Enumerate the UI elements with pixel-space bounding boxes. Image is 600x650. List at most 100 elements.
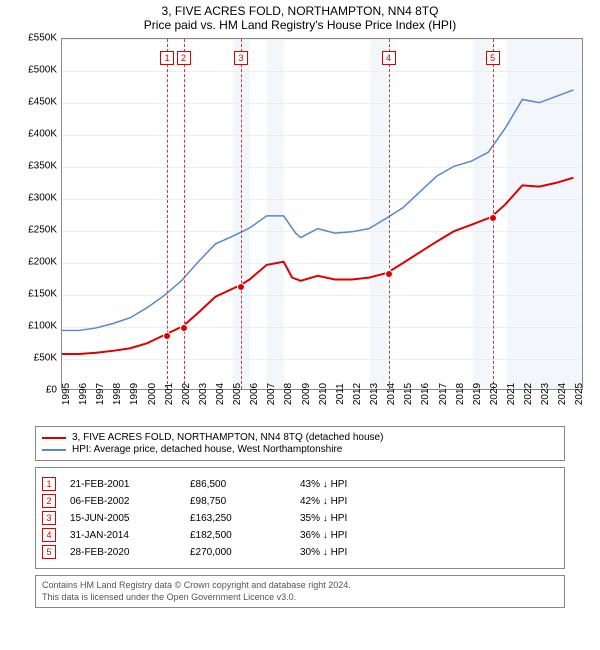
- legend-swatch: [42, 437, 66, 439]
- legend-box: 3, FIVE ACRES FOLD, NORTHAMPTON, NN4 8TQ…: [35, 426, 565, 461]
- sales-diff: 30% ↓ HPI: [300, 547, 410, 558]
- sales-date: 21-FEB-2001: [70, 479, 190, 490]
- x-tick-label: 2016: [420, 383, 431, 405]
- y-tick-label: £100K: [28, 321, 57, 332]
- sale-marker-5: 5: [486, 51, 500, 65]
- x-tick-label: 2005: [232, 383, 243, 405]
- sale-dot-1: [163, 332, 171, 340]
- x-tick-label: 2022: [523, 383, 534, 405]
- y-tick-label: £300K: [28, 193, 57, 204]
- series-price_paid: [62, 178, 573, 354]
- plot-area: 12 3 4 5: [61, 38, 583, 390]
- x-tick-label: 2012: [352, 383, 363, 405]
- sales-num-box: 3: [42, 511, 56, 525]
- legend-swatch: [42, 449, 66, 451]
- sales-date: 15-JUN-2005: [70, 513, 190, 524]
- x-tick-label: 2010: [318, 383, 329, 405]
- x-tick-label: 2019: [472, 383, 483, 405]
- sales-num-box: 2: [42, 494, 56, 508]
- sales-price: £98,750: [190, 496, 300, 507]
- x-tick-label: 2024: [557, 383, 568, 405]
- x-tick-label: 2003: [198, 383, 209, 405]
- sales-date: 28-FEB-2020: [70, 547, 190, 558]
- x-tick-label: 2004: [215, 383, 226, 405]
- sale-marker-4: 4: [382, 51, 396, 65]
- x-tick-label: 1997: [95, 383, 106, 405]
- sales-row: 3 15-JUN-2005£163,25035% ↓ HPI: [42, 511, 558, 525]
- x-tick-label: 2000: [147, 383, 158, 405]
- x-tick-label: 2025: [574, 383, 585, 405]
- x-axis: 1995199619971998199920002001200220032004…: [61, 390, 583, 420]
- x-tick-label: 2008: [283, 383, 294, 405]
- sales-num-box: 1: [42, 477, 56, 491]
- sale-marker-2: 2: [177, 51, 191, 65]
- chart-lines: [62, 39, 582, 389]
- sales-row: 206-FEB-2002£98,75042% ↓ HPI: [42, 494, 558, 508]
- x-tick-label: 2007: [266, 383, 277, 405]
- sales-price: £163,250: [190, 513, 300, 524]
- legend-label: 3, FIVE ACRES FOLD, NORTHAMPTON, NN4 8TQ…: [72, 432, 383, 443]
- y-axis: £0£50K£100K£150K£200K£250K£300K£350K£400…: [13, 38, 59, 390]
- x-tick-label: 2021: [506, 383, 517, 405]
- sales-num-box: 4: [42, 528, 56, 542]
- x-tick-label: 1995: [61, 383, 72, 405]
- chart-subtitle: Price paid vs. HM Land Registry's House …: [8, 18, 592, 32]
- series-hpi: [62, 90, 573, 331]
- sales-diff: 35% ↓ HPI: [300, 513, 410, 524]
- sale-marker-1: 1: [160, 51, 174, 65]
- sales-table: 1 21-FEB-2001£86,50043% ↓ HPI 2 06-FEB-2002…: [35, 467, 565, 569]
- sale-vline: [241, 39, 242, 389]
- chart-title: 3, FIVE ACRES FOLD, NORTHAMPTON, NN4 8TQ: [8, 4, 592, 18]
- sales-date: 06-FEB-2002: [70, 496, 190, 507]
- x-tick-label: 2020: [489, 383, 500, 405]
- sale-dot-3: [237, 283, 245, 291]
- sales-row: 4 31-JAN-2014£182,50036% ↓ HPI: [42, 528, 558, 542]
- x-tick-label: 2001: [164, 383, 175, 405]
- footer-line-1: Contains HM Land Registry data © Crown c…: [42, 580, 558, 592]
- legend-label: HPI: Average price, detached house, West…: [72, 444, 342, 455]
- sale-dot-4: [385, 270, 393, 278]
- sales-price: £270,000: [190, 547, 300, 558]
- y-tick-label: £450K: [28, 97, 57, 108]
- chart-area: £0 £50K £100K £150K £200K £250K £300K £350K £400…: [13, 38, 588, 418]
- sales-num-box: 5: [42, 545, 56, 559]
- sale-dot-2: [180, 324, 188, 332]
- x-tick-label: 1996: [78, 383, 89, 405]
- legend-row: HPI: Average price, detached house, West…: [42, 444, 558, 455]
- y-tick-label: £0: [46, 385, 57, 396]
- sale-dot-5: [489, 214, 497, 222]
- x-tick-label: 2006: [249, 383, 260, 405]
- y-tick-label: £500K: [28, 65, 57, 76]
- x-tick-label: 2009: [301, 383, 312, 405]
- sales-date: 31-JAN-2014: [70, 530, 190, 541]
- sale-vline: [184, 39, 185, 389]
- x-tick-label: 2002: [181, 383, 192, 405]
- sales-row: 5 28-FEB-2020£270,00030% ↓ HPI: [42, 545, 558, 559]
- y-tick-label: £350K: [28, 161, 57, 172]
- y-tick-label: £550K: [28, 33, 57, 44]
- sales-diff: 43% ↓ HPI: [300, 479, 410, 490]
- x-tick-label: 2023: [540, 383, 551, 405]
- sale-marker-3: 3: [234, 51, 248, 65]
- footer-box: Contains HM Land Registry data © Crown c…: [35, 575, 565, 608]
- x-tick-label: 2017: [438, 383, 449, 405]
- sales-diff: 36% ↓ HPI: [300, 530, 410, 541]
- x-tick-label: 2014: [386, 383, 397, 405]
- y-tick-label: £50K: [34, 353, 57, 364]
- x-tick-label: 1999: [129, 383, 140, 405]
- x-tick-label: 2011: [335, 383, 346, 405]
- x-tick-label: 2013: [369, 383, 380, 405]
- legend-row: 3, FIVE ACRES FOLD, NORTHAMPTON, NN4 8TQ…: [42, 432, 558, 443]
- x-tick-label: 1998: [112, 383, 123, 405]
- y-tick-label: £200K: [28, 257, 57, 268]
- footer-line-2: This data is licensed under the Open Gov…: [42, 592, 558, 604]
- x-tick-label: 2015: [403, 383, 414, 405]
- y-tick-label: £250K: [28, 225, 57, 236]
- sales-price: £86,500: [190, 479, 300, 490]
- y-tick-label: £400K: [28, 129, 57, 140]
- y-tick-label: £150K: [28, 289, 57, 300]
- sale-vline: [389, 39, 390, 389]
- sales-row: 1 21-FEB-2001£86,50043% ↓ HPI: [42, 477, 558, 491]
- sales-price: £182,500: [190, 530, 300, 541]
- x-tick-label: 2018: [455, 383, 466, 405]
